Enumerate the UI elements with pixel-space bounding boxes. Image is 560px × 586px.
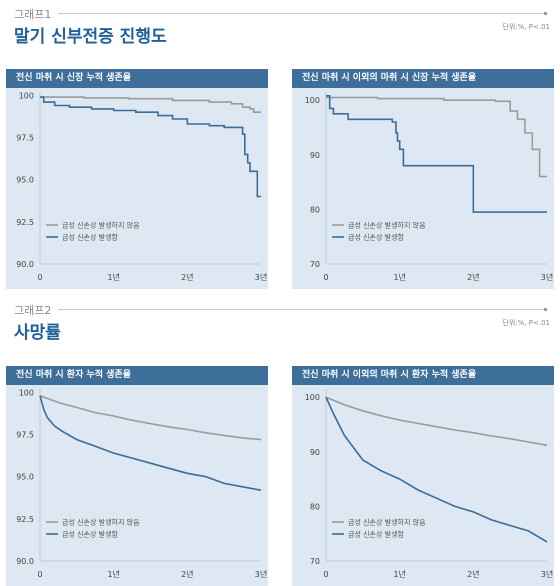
- y-tick-label: 100: [305, 96, 320, 105]
- x-tick-label: 0: [323, 273, 328, 282]
- legend-label: 급성 신손상 발생함: [62, 233, 119, 242]
- legend-label: 급성 신손상 발생하지 않음: [348, 518, 426, 527]
- y-tick-label: 90.0: [16, 557, 34, 566]
- x-tick-label: 1년: [107, 569, 119, 579]
- series-line-1: [325, 396, 548, 446]
- legend-label: 급성 신손상 발생함: [348, 233, 405, 242]
- x-tick-label: 2년: [467, 569, 479, 579]
- y-tick-label: 92.5: [16, 218, 34, 227]
- section-title: 말기 신부전증 진행도: [14, 27, 167, 47]
- y-tick-label: 90: [310, 151, 320, 160]
- x-tick-label: 2년: [467, 272, 479, 282]
- series-line-1: [40, 96, 261, 113]
- chart-background: [292, 385, 554, 586]
- y-tick-label: 100: [305, 393, 320, 402]
- section-divider-end: [544, 12, 547, 15]
- x-tick-label: 1년: [393, 569, 405, 579]
- y-tick-label: 97.5: [16, 134, 34, 143]
- y-tick-label: 100: [19, 91, 34, 100]
- x-tick-label: 3년: [541, 569, 553, 579]
- chart-3-svg: 100 97.5 95.0 92.5 90.00 1년 2년 3년 급성 신손상 발생하지 않음…: [6, 385, 268, 586]
- x-tick-label: 3년: [255, 272, 267, 282]
- y-tick-label: 95.0: [16, 176, 34, 185]
- x-tick-label: 0: [37, 273, 42, 282]
- panel-header: 전신 마취 시 이외의 마취 시 환자 누적 생존율: [292, 366, 554, 385]
- series-line-1: [39, 394, 262, 441]
- chart-background: [6, 385, 268, 586]
- chart-background: [292, 88, 554, 289]
- legend-label: 급성 신손상 발생하지 않음: [348, 221, 426, 230]
- x-tick-label: 1년: [393, 272, 405, 282]
- y-tick-label: 80: [310, 502, 320, 511]
- chart-panel-1: 전신 마취 시 신장 누적 생존율 100 97.5 95.0 92.5 90.0 0 1년…: [6, 69, 268, 289]
- section-divider: [58, 309, 544, 310]
- unit-note: 단위:%, P<.01: [502, 319, 550, 327]
- legend-label: 급성 신손상 발생함: [62, 530, 119, 539]
- panel-header: 전신 마취 시 환자 누적 생존율: [6, 366, 268, 385]
- chart-title: 전신 마취 시 신장 누적 생존율: [16, 73, 132, 83]
- y-tick-label: 80: [310, 205, 320, 214]
- series-line-2: [325, 396, 548, 543]
- series-line-2: [326, 95, 547, 213]
- chart-title: 전신 마취 시 이외의 마취 시 환자 누적 생존율: [302, 370, 477, 380]
- panel-header: 전신 마취 시 이외의 마취 시 신장 누적 생존율: [292, 69, 554, 88]
- legend-label: 급성 신손상 발생하지 않음: [62, 221, 140, 230]
- x-tick-label: 2년: [181, 569, 193, 579]
- legend-label: 급성 신손상 발생하지 않음: [62, 518, 140, 527]
- unit-note: 단위:%, P<.01: [502, 23, 550, 31]
- panel-header: 전신 마취 시 신장 누적 생존율: [6, 69, 268, 88]
- legend-label: 급성 신손상 발생함: [348, 530, 405, 539]
- y-tick-label: 90.0: [16, 260, 34, 269]
- series-line-2: [39, 395, 262, 491]
- chart-title: 전신 마취 시 환자 누적 생존율: [16, 370, 132, 380]
- chart-panel-2: 전신 마취 시 이외의 마취 시 신장 누적 생존율 100 90 80 70 0 1년 2…: [292, 69, 554, 289]
- series-line-1: [326, 96, 547, 178]
- chart-panel-4: 전신 마취 시 이외의 마취 시 환자 누적 생존율 100 90 80 70 0 1년 2…: [292, 366, 554, 586]
- chart-background: [6, 88, 268, 289]
- section-divider-end: [544, 308, 547, 311]
- x-tick-label: 3년: [541, 272, 553, 282]
- y-tick-label: 90: [310, 448, 320, 457]
- y-tick-label: 92.5: [16, 515, 34, 524]
- chart-1-svg: 100 97.5 95.0 92.5 90.00 1년 2년 3년 급성 신손상 발생하지 않음…: [6, 88, 268, 289]
- section-label: 그래프2: [14, 304, 52, 317]
- y-tick-label: 100: [19, 388, 34, 397]
- x-tick-label: 1년: [107, 272, 119, 282]
- series-line-2: [40, 96, 261, 198]
- x-tick-label: 3년: [255, 569, 267, 579]
- chart-panel-3: 전신 마취 시 환자 누적 생존율 100 97.5 95.0 92.5 90.0 0 1년…: [6, 366, 268, 586]
- chart-title: 전신 마취 시 이외의 마취 시 신장 누적 생존율: [302, 73, 477, 83]
- y-tick-label: 97.5: [16, 431, 34, 440]
- section-title: 사망률: [14, 323, 61, 343]
- x-tick-label: 0: [37, 570, 42, 579]
- y-tick-label: 70: [310, 557, 320, 566]
- y-tick-label: 70: [310, 260, 320, 269]
- x-tick-label: 0: [323, 570, 328, 579]
- y-tick-label: 95.0: [16, 473, 34, 482]
- x-tick-label: 2년: [181, 272, 193, 282]
- section-label: 그래프1: [14, 8, 52, 21]
- section-divider: [58, 13, 544, 14]
